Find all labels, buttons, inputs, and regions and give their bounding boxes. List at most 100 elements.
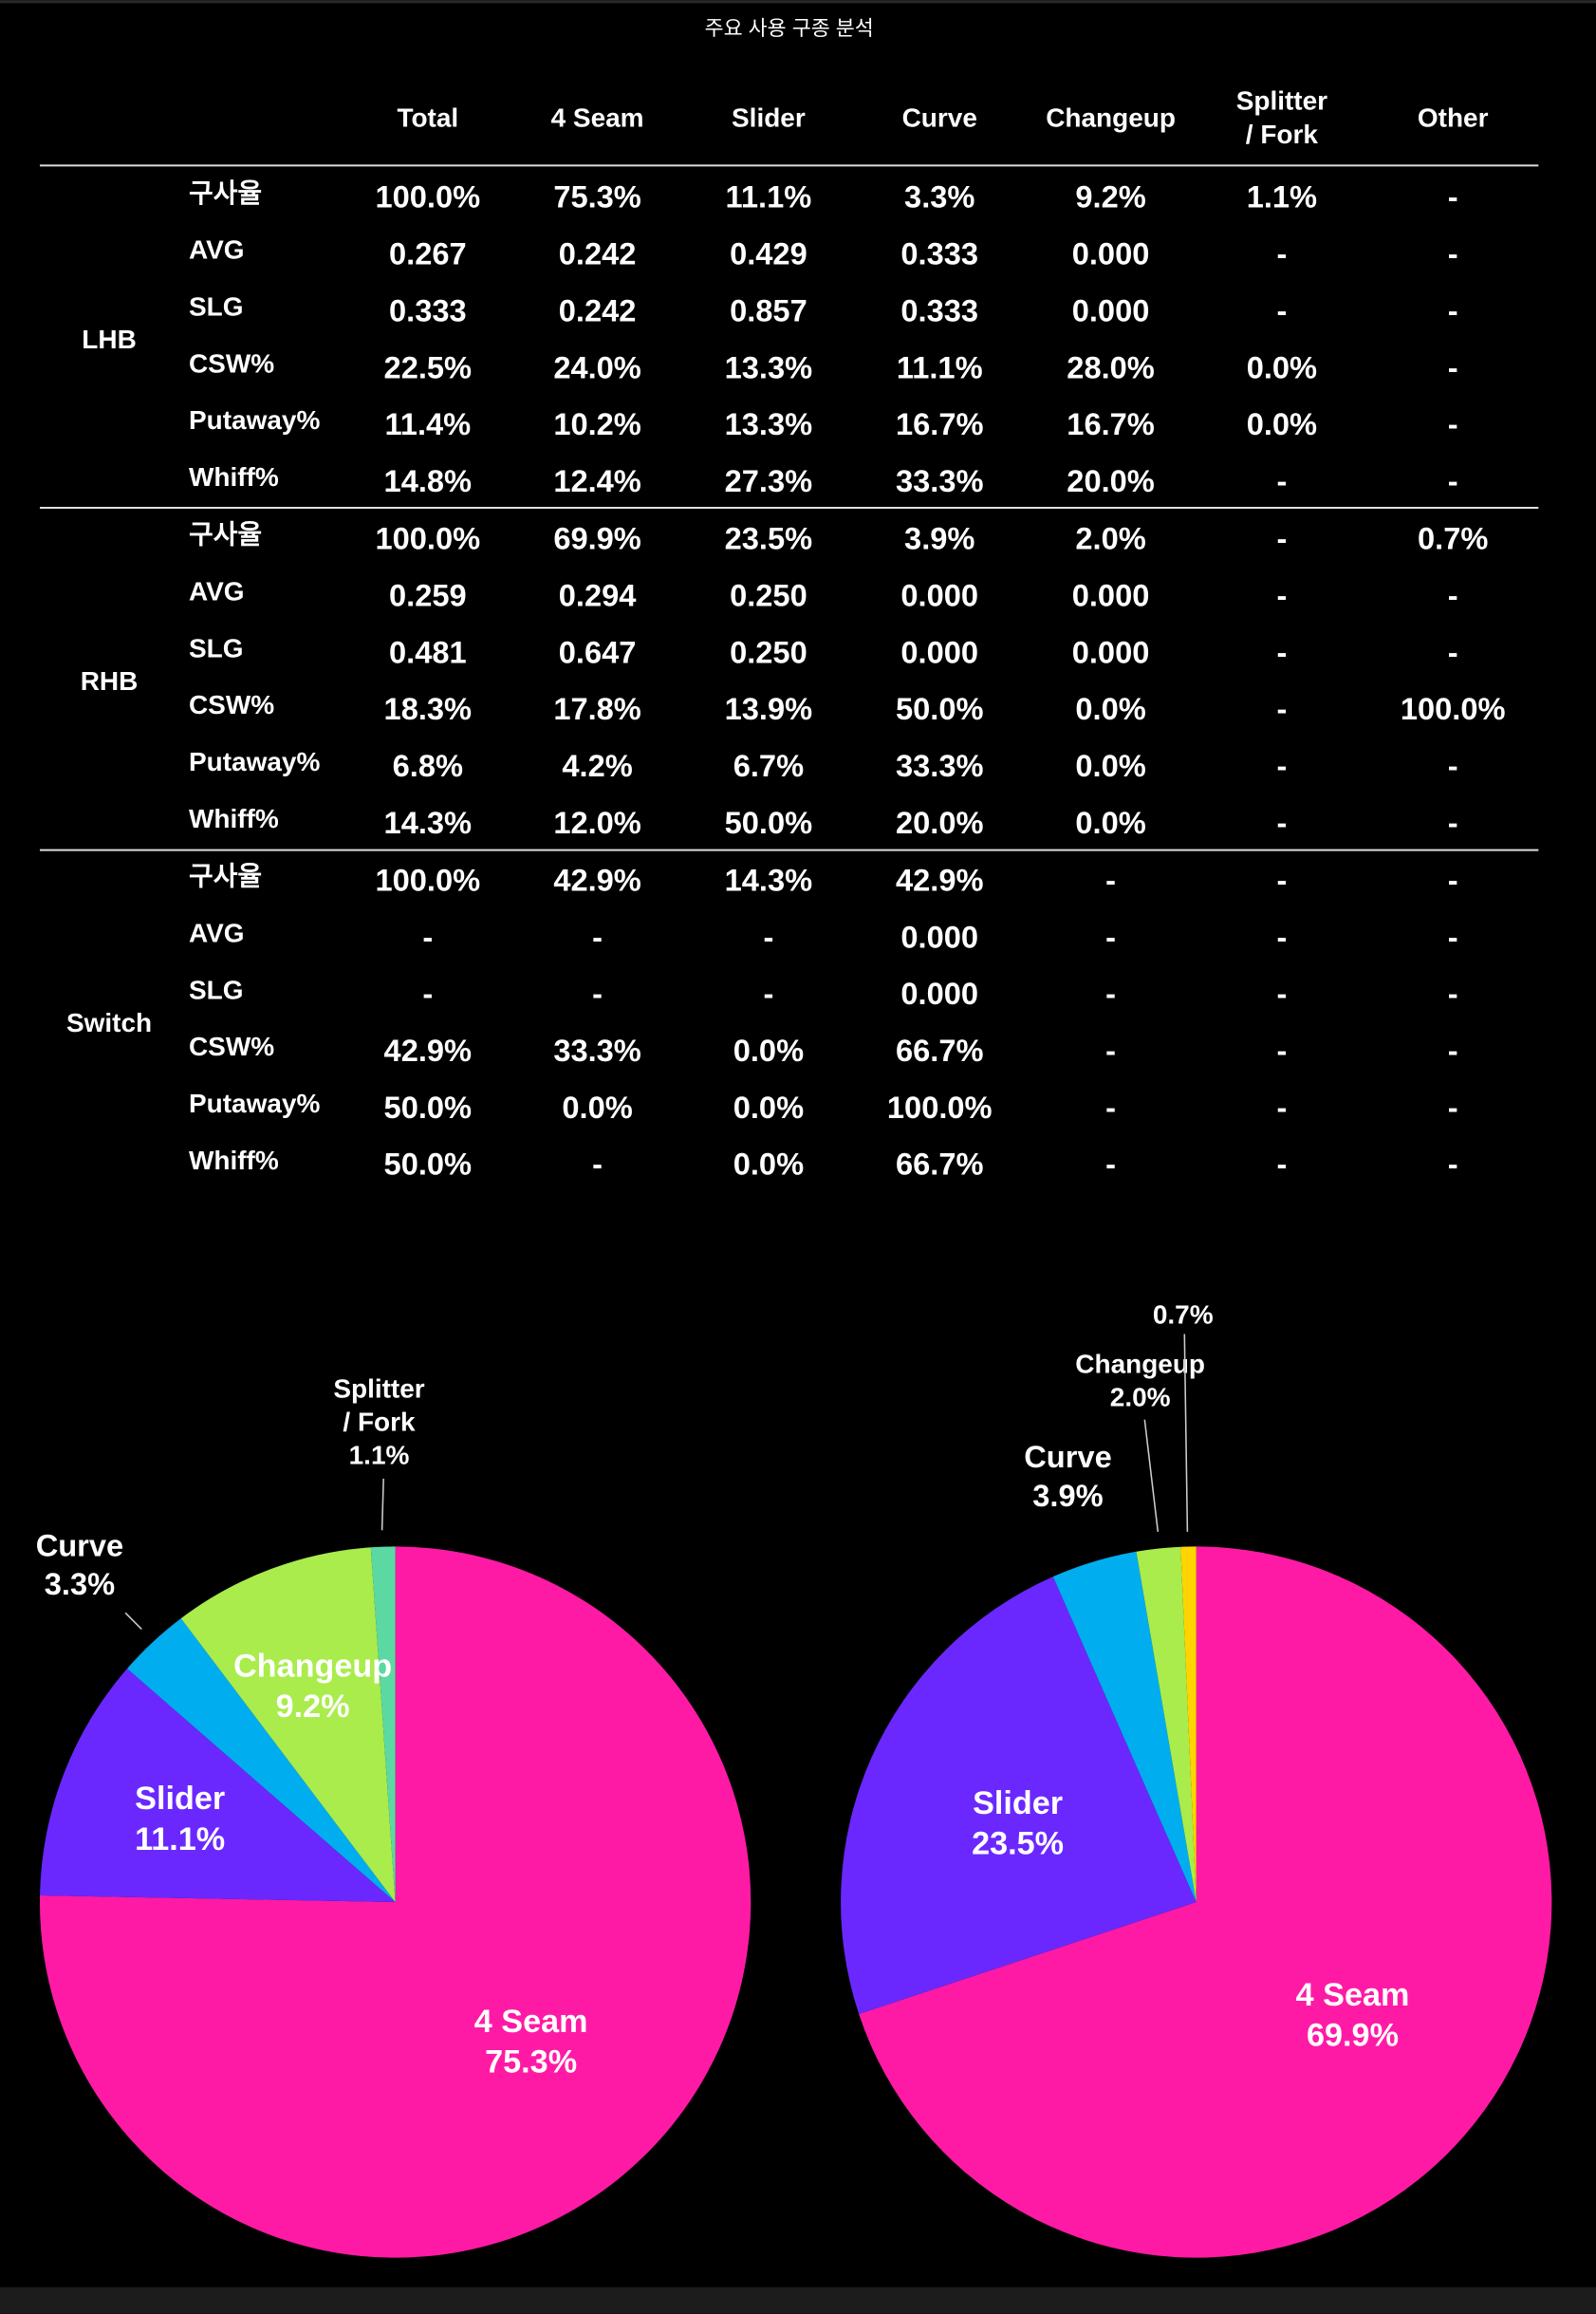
leader-line <box>1183 1334 1189 1532</box>
table-cell: 0.481 <box>389 634 467 669</box>
row-label: Whiff% <box>189 1146 279 1175</box>
table-cell: - <box>1276 521 1287 556</box>
table-cell: 9.2% <box>1075 179 1145 215</box>
table-cell: - <box>1448 236 1458 271</box>
table-cell: 27.3% <box>725 463 813 498</box>
table-cell: 13.3% <box>725 349 813 384</box>
table-cell: 100.0% <box>887 1090 993 1125</box>
table-cell: - <box>1276 919 1287 954</box>
slice-label-line: / Fork <box>343 1408 416 1437</box>
table-cell: - <box>1105 1147 1116 1182</box>
slice-label: Changeup <box>1075 1350 1205 1379</box>
column-header: 4 Seam <box>551 103 644 133</box>
table-cell: 0.647 <box>559 634 637 669</box>
row-label: Whiff% <box>189 462 279 492</box>
table-cell: - <box>1105 1033 1116 1068</box>
row-label: CSW% <box>189 348 274 378</box>
column-header: Curve <box>902 103 977 133</box>
row-label: Whiff% <box>189 804 279 833</box>
table-cell: 69.9% <box>553 521 641 556</box>
column-header: Slider <box>732 103 806 133</box>
table-cell: 0.259 <box>389 577 467 612</box>
table-cell: 0.0% <box>733 1147 804 1182</box>
row-label: SLG <box>189 633 244 662</box>
column-header: Splitter / Fork <box>1236 86 1327 150</box>
table-cell: 0.0% <box>733 1090 804 1125</box>
row-label: AVG <box>189 577 245 606</box>
table-cell: 0.242 <box>559 236 637 271</box>
table-cell: 12.0% <box>553 805 641 840</box>
table-cell: 0.294 <box>559 577 637 612</box>
table-cell: 0.000 <box>1072 292 1150 327</box>
table-cell: 42.9% <box>896 862 984 897</box>
pie-slice <box>40 1669 396 1903</box>
table-cell: - <box>1448 1033 1458 1068</box>
table-cell: - <box>1276 748 1287 783</box>
pie-slice <box>370 1546 396 1903</box>
leader-line <box>380 1478 384 1531</box>
row-label: AVG <box>189 918 245 947</box>
table-cell: 42.9% <box>553 862 641 897</box>
table-cell: 20.0% <box>1067 463 1155 498</box>
table-cell: - <box>1105 919 1116 954</box>
table-cell: 33.3% <box>553 1033 641 1068</box>
pie-slice <box>39 1546 752 2258</box>
table-cell: 50.0% <box>896 691 984 726</box>
column-header-line: Splitter <box>1236 86 1327 116</box>
table-cell: - <box>1448 919 1458 954</box>
top-strip <box>0 0 1596 4</box>
pie-slice <box>127 1618 396 1903</box>
table-cell: 0.000 <box>1072 577 1150 612</box>
table-cell: 0.267 <box>389 236 467 271</box>
row-label: CSW% <box>189 1032 274 1061</box>
table-cell: 42.9% <box>384 1033 473 1068</box>
slice-label: Curve <box>36 1527 123 1562</box>
table-cell: 0.0% <box>1075 748 1145 783</box>
table-cell: 0.000 <box>900 919 978 954</box>
group-label: Switch <box>66 1008 152 1037</box>
leader-line <box>124 1612 142 1630</box>
row-label: Putaway% <box>189 1089 320 1118</box>
row-label: 구사율 <box>189 178 262 208</box>
table-cell: - <box>1276 292 1287 327</box>
table-cell: 13.9% <box>725 691 813 726</box>
table-cell: 14.3% <box>725 862 813 897</box>
table-cell: - <box>1276 1033 1287 1068</box>
table-cell: 0.0% <box>1075 691 1145 726</box>
table-cell: 0.0% <box>1075 805 1145 840</box>
table-cell: 20.0% <box>896 805 984 840</box>
leader-line <box>1143 1419 1160 1532</box>
table-cell: 6.7% <box>733 748 804 783</box>
table-cell: 33.3% <box>896 463 984 498</box>
table-cell: - <box>1448 976 1458 1011</box>
bottom-strip <box>0 2286 1596 2314</box>
pie-slice <box>859 1546 1552 2258</box>
slice-value-label: 3.3% <box>45 1566 115 1601</box>
table-cell: 1.1% <box>1247 179 1317 215</box>
table-cell: 3.9% <box>904 521 974 556</box>
slice-label: 4 Seam <box>474 2004 588 2040</box>
table-cell: 0.429 <box>730 236 807 271</box>
table-cell: 33.3% <box>896 748 984 783</box>
pie-slice <box>1136 1546 1197 1903</box>
table-cell: 2.0% <box>1075 521 1145 556</box>
table-cell: - <box>1105 1090 1116 1125</box>
slice-value-label: 0.7% <box>1153 1299 1214 1329</box>
table-cell: 0.0% <box>733 1033 804 1068</box>
slice-label-line: Splitter <box>333 1374 424 1404</box>
pie-slice <box>841 1577 1197 2015</box>
table-cell: 66.7% <box>896 1147 984 1182</box>
page-title: 주요 사용 구종 분석 <box>705 16 874 40</box>
slice-value-label: 3.9% <box>1032 1478 1103 1513</box>
table-cell: - <box>1448 1147 1458 1182</box>
row-label: CSW% <box>189 690 274 719</box>
slice-value-label: 1.1% <box>349 1441 410 1470</box>
table-cell: 0.333 <box>900 292 978 327</box>
table-cell: - <box>1276 463 1287 498</box>
table-cell: 23.5% <box>725 521 813 556</box>
table-cell: - <box>1105 862 1116 897</box>
slice-label: Slider <box>973 1785 1063 1821</box>
pie-slice <box>180 1547 396 1903</box>
table-cell: - <box>592 976 603 1011</box>
